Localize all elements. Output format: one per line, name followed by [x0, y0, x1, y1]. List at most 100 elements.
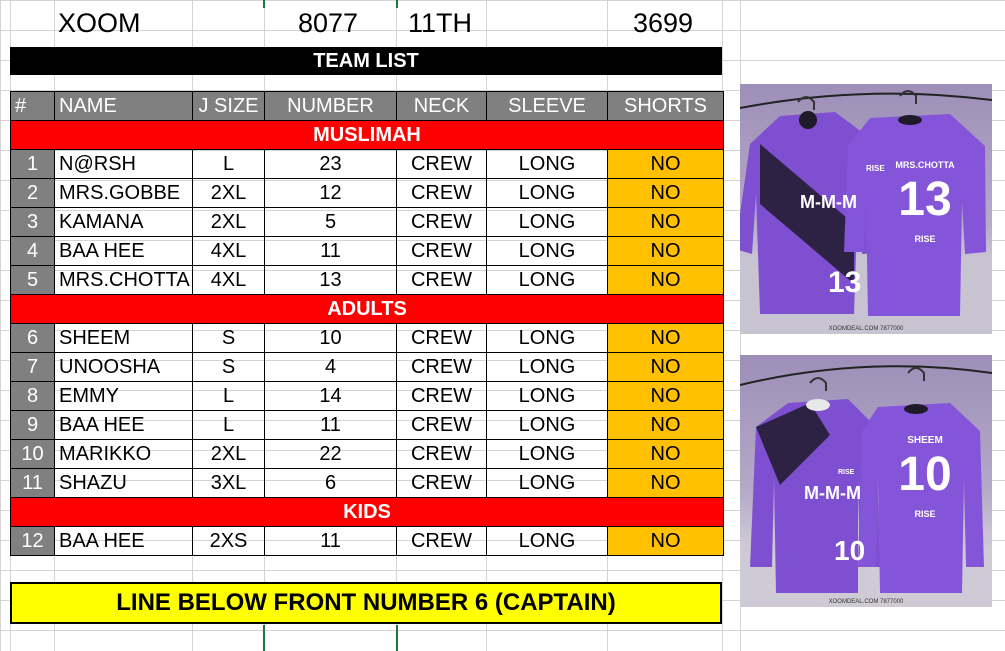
col-header-shorts[interactable]: SHORTS — [607, 91, 724, 121]
number-cell[interactable]: 23 — [264, 149, 397, 179]
number-cell[interactable]: 22 — [264, 439, 397, 469]
order-number-cell[interactable]: 8077 — [298, 8, 359, 38]
neck-cell[interactable]: CREW — [396, 178, 487, 208]
round-cell[interactable]: 11TH — [408, 8, 473, 38]
sleeve-cell[interactable]: LONG — [486, 468, 608, 498]
neck-cell[interactable]: CREW — [396, 526, 487, 556]
section-title[interactable]: KIDS — [10, 497, 724, 527]
row-index-cell[interactable]: 11 — [10, 468, 55, 498]
sleeve-cell[interactable]: LONG — [486, 265, 608, 295]
name-cell[interactable]: EMMY — [54, 381, 193, 411]
sleeve-cell[interactable]: LONG — [486, 381, 608, 411]
col-header-name[interactable]: NAME — [54, 91, 193, 121]
name-cell[interactable]: MARIKKO — [54, 439, 193, 469]
size-cell[interactable]: 2XL — [192, 207, 265, 237]
shorts-cell[interactable]: NO — [607, 526, 724, 556]
shorts-cell[interactable]: NO — [607, 149, 724, 179]
neck-cell[interactable]: CREW — [396, 149, 487, 179]
brand-cell[interactable]: XOOM — [58, 8, 141, 38]
number-cell[interactable]: 11 — [264, 410, 397, 440]
shorts-cell[interactable]: NO — [607, 236, 724, 266]
number-cell[interactable]: 12 — [264, 178, 397, 208]
size-cell[interactable]: L — [192, 410, 265, 440]
size-cell[interactable]: 2XL — [192, 439, 265, 469]
col-header-sleeve[interactable]: SLEEVE — [486, 91, 608, 121]
row-index-cell[interactable]: 7 — [10, 352, 55, 382]
row-index-cell[interactable]: 4 — [10, 236, 55, 266]
row-index-cell[interactable]: 2 — [10, 178, 55, 208]
col-header-size[interactable]: J SIZE — [192, 91, 265, 121]
size-cell[interactable]: S — [192, 323, 265, 353]
size-cell[interactable]: 3XL — [192, 468, 265, 498]
sleeve-cell[interactable]: LONG — [486, 323, 608, 353]
sleeve-cell[interactable]: LONG — [486, 439, 608, 469]
sleeve-cell[interactable]: LONG — [486, 149, 608, 179]
name-cell[interactable]: UNOOSHA — [54, 352, 193, 382]
shorts-cell[interactable]: NO — [607, 381, 724, 411]
name-cell[interactable]: N@RSH — [54, 149, 193, 179]
number-cell[interactable]: 6 — [264, 468, 397, 498]
section-title[interactable]: ADULTS — [10, 294, 724, 324]
shorts-cell[interactable]: NO — [607, 178, 724, 208]
name-cell[interactable]: MRS.CHOTTA — [54, 265, 193, 295]
name-cell[interactable]: BAA HEE — [54, 410, 193, 440]
neck-cell[interactable]: CREW — [396, 381, 487, 411]
name-cell[interactable]: SHAZU — [54, 468, 193, 498]
section-title[interactable]: MUSLIMAH — [10, 120, 724, 150]
number-cell[interactable]: 11 — [264, 236, 397, 266]
name-cell[interactable]: BAA HEE — [54, 526, 193, 556]
captain-note[interactable]: LINE BELOW FRONT NUMBER 6 (CAPTAIN) — [10, 582, 722, 624]
neck-cell[interactable]: CREW — [396, 265, 487, 295]
shorts-cell[interactable]: NO — [607, 468, 724, 498]
neck-cell[interactable]: CREW — [396, 410, 487, 440]
neck-cell[interactable]: CREW — [396, 468, 487, 498]
neck-cell[interactable]: CREW — [396, 236, 487, 266]
size-cell[interactable]: L — [192, 381, 265, 411]
col-header-number[interactable]: NUMBER — [264, 91, 397, 121]
col-header-neck[interactable]: NECK — [396, 91, 487, 121]
name-cell[interactable]: KAMANA — [54, 207, 193, 237]
size-cell[interactable]: 2XL — [192, 178, 265, 208]
shorts-cell[interactable]: NO — [607, 265, 724, 295]
col-header-index[interactable]: # — [10, 91, 55, 121]
size-cell[interactable]: 4XL — [192, 265, 265, 295]
neck-cell[interactable]: CREW — [396, 352, 487, 382]
shorts-cell[interactable]: NO — [607, 410, 724, 440]
number-cell[interactable]: 4 — [264, 352, 397, 382]
number-cell[interactable]: 11 — [264, 526, 397, 556]
name-cell[interactable]: MRS.GOBBE — [54, 178, 193, 208]
name-cell[interactable]: BAA HEE — [54, 236, 193, 266]
sleeve-cell[interactable]: LONG — [486, 526, 608, 556]
number-cell[interactable]: 10 — [264, 323, 397, 353]
row-index-cell[interactable]: 1 — [10, 149, 55, 179]
row-index-cell[interactable]: 6 — [10, 323, 55, 353]
row-index-cell[interactable]: 9 — [10, 410, 55, 440]
neck-cell[interactable]: CREW — [396, 207, 487, 237]
row-index-cell[interactable]: 3 — [10, 207, 55, 237]
row-index-cell[interactable]: 10 — [10, 439, 55, 469]
size-cell[interactable]: 2XS — [192, 526, 265, 556]
number-cell[interactable]: 13 — [264, 265, 397, 295]
sleeve-cell[interactable]: LONG — [486, 352, 608, 382]
ref-cell[interactable]: 3699 — [633, 8, 694, 38]
shorts-cell[interactable]: NO — [607, 352, 724, 382]
size-cell[interactable]: 4XL — [192, 236, 265, 266]
shorts-cell[interactable]: NO — [607, 323, 724, 353]
sleeve-cell[interactable]: LONG — [486, 207, 608, 237]
sleeve-cell[interactable]: LONG — [486, 236, 608, 266]
number-cell[interactable]: 5 — [264, 207, 397, 237]
name-cell[interactable]: SHEEM — [54, 323, 193, 353]
sleeve-cell[interactable]: LONG — [486, 178, 608, 208]
size-cell[interactable]: L — [192, 149, 265, 179]
size-cell[interactable]: S — [192, 352, 265, 382]
neck-cell[interactable]: CREW — [396, 323, 487, 353]
team-list-banner[interactable]: TEAM LIST — [10, 47, 722, 75]
row-index-cell[interactable]: 5 — [10, 265, 55, 295]
row-index-cell[interactable]: 12 — [10, 526, 55, 556]
neck-cell[interactable]: CREW — [396, 439, 487, 469]
shorts-cell[interactable]: NO — [607, 207, 724, 237]
row-index-cell[interactable]: 8 — [10, 381, 55, 411]
sleeve-cell[interactable]: LONG — [486, 410, 608, 440]
shorts-cell[interactable]: NO — [607, 439, 724, 469]
number-cell[interactable]: 14 — [264, 381, 397, 411]
